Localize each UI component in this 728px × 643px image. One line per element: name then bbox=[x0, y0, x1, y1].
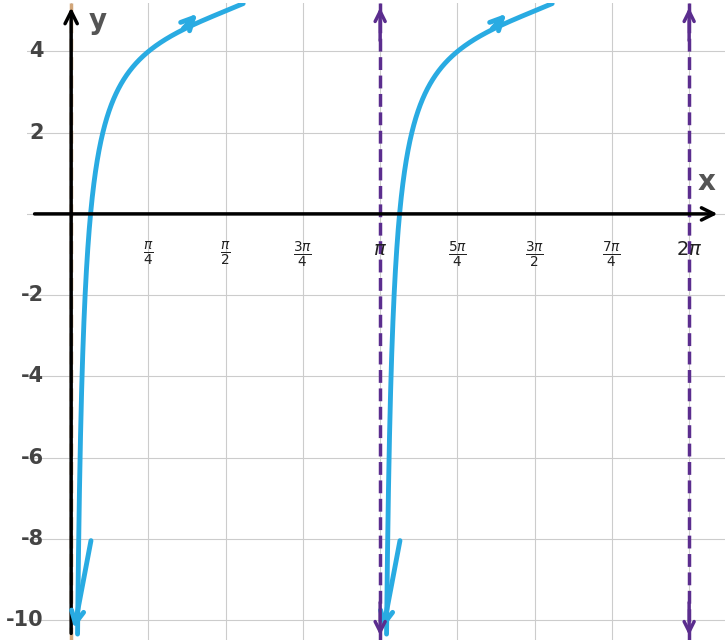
Text: -2: -2 bbox=[20, 285, 44, 305]
Text: -6: -6 bbox=[20, 448, 44, 467]
Text: $\frac{5\pi}{4}$: $\frac{5\pi}{4}$ bbox=[448, 240, 467, 270]
Text: -8: -8 bbox=[20, 529, 44, 548]
Text: $\frac{7\pi}{4}$: $\frac{7\pi}{4}$ bbox=[602, 240, 622, 270]
Text: $\frac{3\pi}{4}$: $\frac{3\pi}{4}$ bbox=[293, 240, 312, 270]
Text: -10: -10 bbox=[6, 610, 44, 630]
Text: y: y bbox=[89, 7, 107, 35]
Text: 4: 4 bbox=[29, 42, 44, 62]
Text: -4: -4 bbox=[20, 367, 44, 386]
Text: $2\pi$: $2\pi$ bbox=[676, 240, 703, 259]
Text: $\pi$: $\pi$ bbox=[373, 240, 387, 259]
Text: $\frac{\pi}{2}$: $\frac{\pi}{2}$ bbox=[221, 240, 231, 269]
Text: 2: 2 bbox=[29, 123, 44, 143]
Text: $\frac{3\pi}{2}$: $\frac{3\pi}{2}$ bbox=[525, 240, 545, 270]
Text: $\frac{\pi}{4}$: $\frac{\pi}{4}$ bbox=[143, 240, 154, 269]
Text: x: x bbox=[697, 168, 716, 195]
